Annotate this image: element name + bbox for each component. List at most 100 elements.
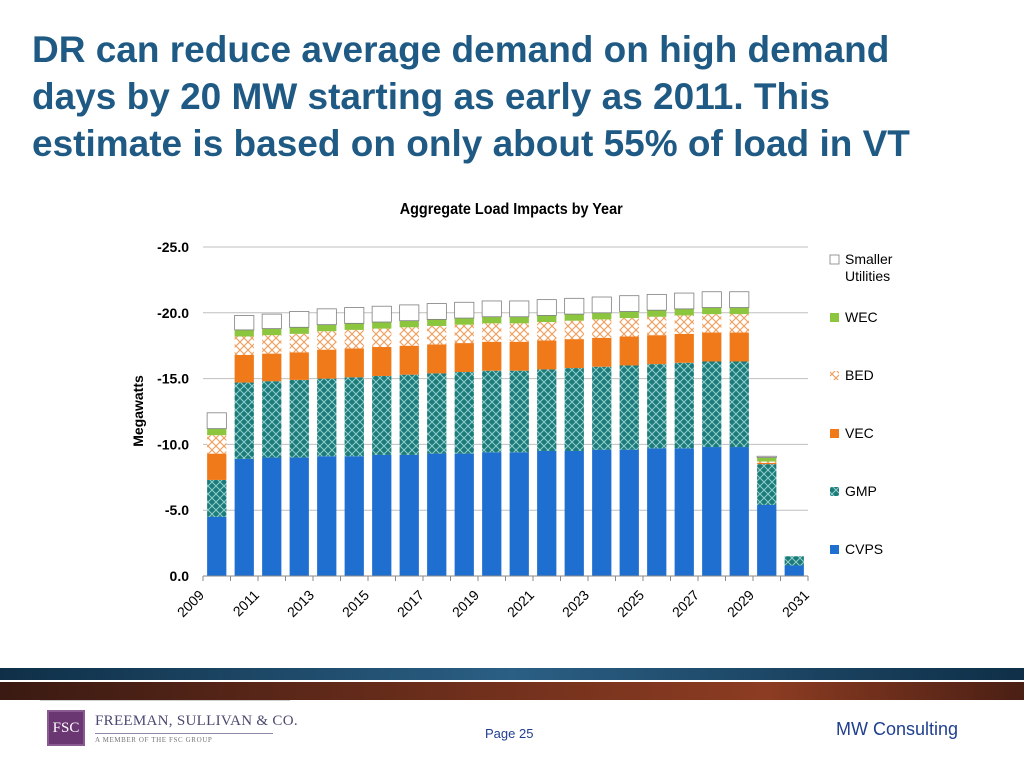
bar-segment-smaller-utilities: [646, 293, 667, 311]
bar-segment-vec: [344, 348, 364, 378]
title-line-3: estimate is based on only about 55% of l…: [32, 123, 910, 164]
bar-segment-wec: [619, 311, 639, 319]
bar-segment-smaller-utilities: [261, 313, 282, 329]
bar-segment-cvps: [207, 516, 227, 576]
bar-segment-smaller-utilities: [206, 412, 227, 430]
x-tick-label: 2015: [339, 587, 372, 620]
bar-segment-wec: [757, 457, 777, 462]
bar-segment-smaller-utilities: [591, 296, 612, 314]
bar-segment-gmp: [647, 364, 667, 449]
bar-segment-vec: [564, 339, 584, 369]
y-tick-label: -10.0: [157, 436, 189, 452]
footer-band-brown: [0, 682, 1024, 700]
footer-band-blue: [0, 668, 1024, 680]
bar-segment-cvps: [784, 565, 804, 576]
bar-segment-smaller-utilities: [426, 303, 447, 320]
bar-segment-bed: [289, 333, 309, 353]
bar-segment-cvps: [234, 458, 254, 576]
logo-mark: FSC: [47, 710, 85, 746]
bar-segment-cvps: [509, 452, 529, 576]
legend-label: BED: [845, 367, 874, 383]
bar-segment-smaller-utilities: [564, 297, 585, 315]
bar-segment-gmp: [757, 464, 777, 505]
bar-segment-bed: [729, 314, 749, 333]
bar-segment-bed: [317, 331, 337, 350]
legend-swatch-gmp: [830, 487, 839, 496]
x-tick-label: 2013: [284, 587, 317, 620]
bar-segment-cvps: [372, 454, 392, 576]
x-tick-label: 2029: [724, 587, 757, 620]
x-tick-label: 2009: [174, 587, 207, 620]
x-tick-label: 2023: [559, 587, 592, 620]
title-line-1: DR can reduce average demand on high dem…: [32, 29, 890, 70]
slide-title: DR can reduce average demand on high dem…: [32, 26, 1002, 167]
bar-segment-vec: [592, 337, 612, 367]
bar-segment-cvps: [317, 456, 337, 576]
bar-segment-gmp: [454, 372, 474, 454]
bar-segment-bed: [262, 335, 282, 354]
bar-segment-gmp: [317, 378, 337, 457]
bar-segment-bed: [454, 324, 474, 344]
bar-segment-gmp: [372, 375, 392, 455]
bar-segment-cvps: [344, 456, 364, 576]
legend-swatch-bed: [830, 371, 839, 380]
bar-segment-gmp: [619, 365, 639, 450]
page-number: Page 25: [485, 726, 534, 741]
bar-segment-smaller-utilities: [756, 455, 777, 458]
x-tick-label: 2031: [779, 587, 812, 620]
y-tick-label: -25.0: [157, 239, 189, 255]
bar-segment-cvps: [454, 453, 474, 576]
bar-segment-vec: [537, 340, 557, 370]
bar-segment-vec: [262, 353, 282, 382]
logo-name: FREEMAN, SULLIVAN & CO.: [95, 712, 298, 729]
bar-segment-vec: [399, 345, 419, 375]
bar-segment-wec: [234, 329, 254, 337]
y-tick-label: -20.0: [157, 305, 189, 321]
bar-segment-bed: [372, 328, 392, 348]
bar-segment-cvps: [399, 454, 419, 576]
chart-title: Aggregate Load Impacts by Year: [400, 200, 623, 218]
bar-segment-smaller-utilities: [316, 308, 337, 326]
bars: [206, 291, 804, 576]
bar-segment-gmp: [592, 366, 612, 450]
bar-segment-wec: [564, 314, 584, 321]
bar-segment-wec: [454, 318, 474, 325]
bar-segment-wec: [647, 310, 667, 317]
bar-segment-bed: [619, 318, 639, 337]
bar-segment-vec: [234, 354, 254, 383]
bar-segment-gmp: [537, 369, 557, 451]
bar-segment-vec: [427, 344, 447, 374]
bar-segment-wec: [289, 327, 309, 334]
bar-segment-smaller-utilities: [481, 300, 502, 318]
bar-segment-bed: [537, 322, 557, 341]
bar-segment-vec: [372, 347, 392, 376]
bar-segment-gmp: [509, 370, 529, 453]
bar-segment-cvps: [592, 449, 612, 576]
bar-segment-vec: [702, 332, 722, 362]
legend-label: WEC: [845, 309, 878, 325]
bar-segment-bed: [592, 319, 612, 338]
bar-segment-wec: [207, 428, 227, 436]
bar-segment-cvps: [647, 448, 667, 576]
bar-segment-wec: [482, 316, 502, 324]
x-tick-label: 2011: [230, 587, 263, 620]
bar-segment-gmp: [344, 377, 364, 457]
y-axis-label: Megawatts: [130, 375, 146, 447]
bar-segment-bed: [702, 314, 722, 333]
bar-segment-smaller-utilities: [536, 299, 557, 316]
bar-segment-gmp: [784, 556, 804, 566]
legend-label: VEC: [845, 425, 874, 441]
bar-segment-smaller-utilities: [454, 301, 475, 319]
title-line-2: days by 20 MW starting as early as 2011.…: [32, 76, 830, 117]
bar-segment-gmp: [399, 374, 419, 455]
bar-segment-wec: [674, 308, 694, 316]
aggregate-load-chart: Aggregate Load Impacts by Year Megawatts…: [130, 200, 893, 620]
bar-segment-wec: [509, 316, 529, 324]
bar-segment-smaller-utilities: [289, 311, 310, 328]
bar-segment-gmp: [674, 362, 694, 449]
bar-segment-vec: [482, 341, 502, 371]
bar-segment-bed: [427, 325, 447, 345]
bar-segment-wec: [592, 312, 612, 320]
bar-segment-vec: [454, 343, 474, 373]
